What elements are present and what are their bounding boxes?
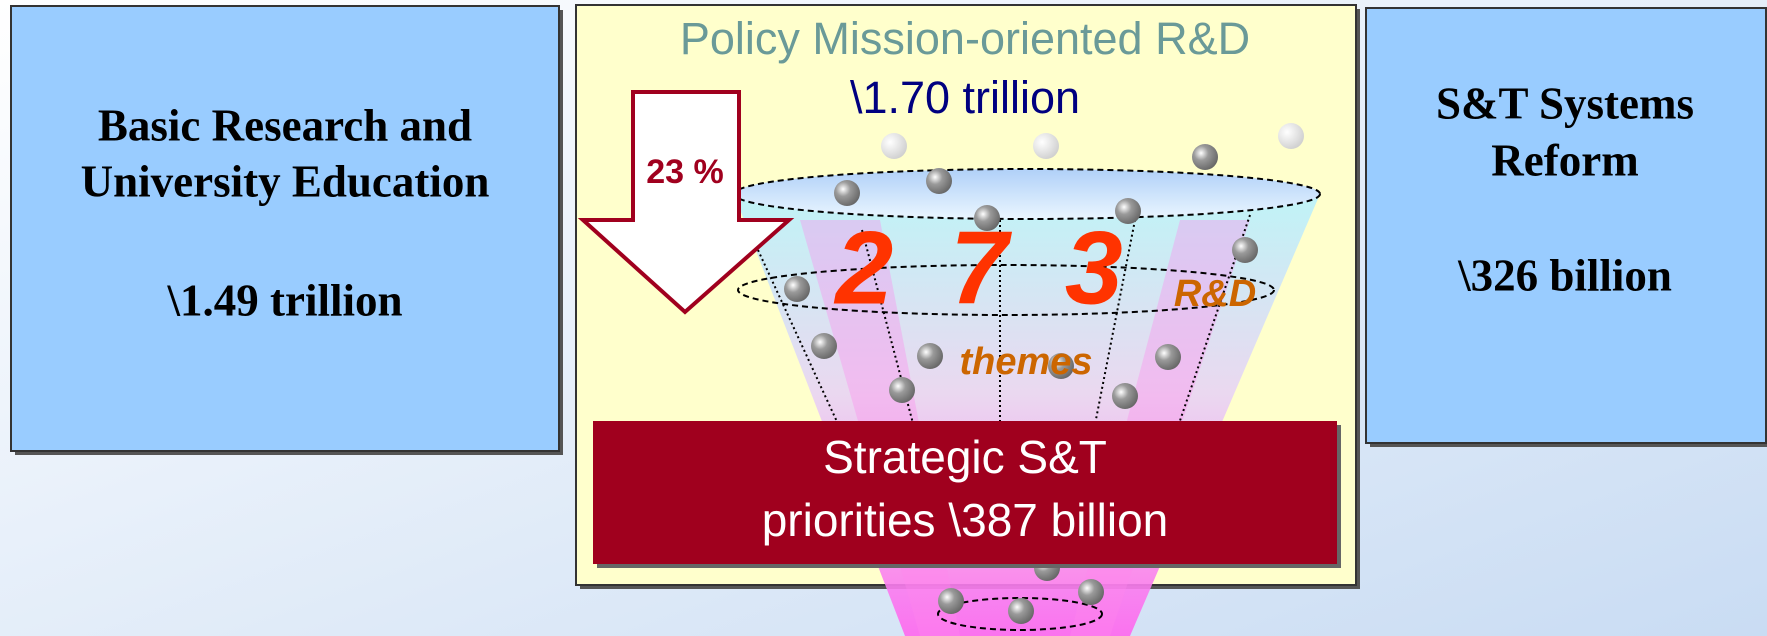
left-amount: \1.49 trillion (167, 275, 403, 325)
ball (917, 343, 943, 369)
ball (1232, 237, 1258, 263)
ball (1078, 579, 1104, 605)
ball (1112, 383, 1138, 409)
ball (784, 276, 810, 302)
ball (811, 333, 837, 359)
reduction-label: 23 % (646, 153, 724, 191)
ball (1008, 598, 1034, 624)
ball (938, 588, 964, 614)
ball (926, 168, 952, 194)
ball (1155, 344, 1181, 370)
ball (889, 377, 915, 403)
left-box (11, 6, 559, 451)
left-title-line: Basic Research and (98, 100, 472, 150)
center-title: Policy Mission-oriented R&D (680, 13, 1250, 64)
center-amount: \1.70 trillion (850, 72, 1080, 123)
strategic-line: Strategic S&T (823, 431, 1107, 483)
rd-label: R&D (1174, 273, 1256, 315)
ball (1192, 144, 1218, 170)
ball (881, 133, 907, 159)
diagram: Basic Research and University Education … (0, 0, 1767, 636)
right-box (1366, 8, 1766, 443)
ball (1033, 133, 1059, 159)
ball (834, 180, 860, 206)
themes-count: 2 7 3 (833, 210, 1136, 326)
ball (1278, 123, 1304, 149)
strategic-line: priorities \387 billion (762, 494, 1169, 546)
themes-label: themes (959, 341, 1092, 383)
right-title-line: S&T Systems (1436, 78, 1694, 128)
right-title-line: Reform (1491, 135, 1638, 185)
right-amount: \326 billion (1457, 250, 1672, 300)
left-title-line: University Education (81, 156, 490, 206)
